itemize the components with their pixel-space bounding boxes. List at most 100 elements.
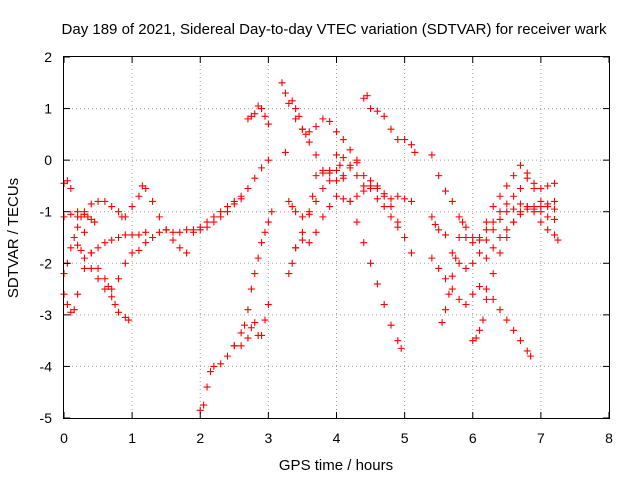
x-tick-label: 2 — [196, 430, 204, 446]
data-point — [261, 316, 269, 324]
data-point — [155, 213, 163, 221]
data-point — [298, 213, 306, 221]
data-point — [101, 197, 109, 205]
data-point — [476, 282, 484, 290]
data-point — [241, 321, 249, 329]
data-point — [380, 203, 388, 211]
data-point — [217, 360, 225, 368]
data-point — [516, 200, 524, 208]
data-point — [115, 308, 122, 316]
data-point — [135, 192, 143, 200]
x-tick-label: 1 — [128, 430, 136, 446]
data-point — [261, 112, 269, 120]
data-point — [503, 316, 511, 324]
data-point — [312, 197, 320, 205]
data-point — [149, 197, 157, 205]
data-point — [516, 161, 524, 169]
data-point — [210, 213, 218, 221]
data-point — [394, 136, 402, 144]
data-point — [373, 195, 381, 203]
data-point — [387, 213, 395, 221]
data-point — [67, 185, 75, 193]
data-point — [80, 254, 88, 262]
x-tick-label: 0 — [60, 430, 68, 446]
x-tick-label: 3 — [264, 430, 272, 446]
data-point — [336, 161, 344, 169]
data-point — [333, 128, 340, 136]
data-point — [305, 128, 313, 136]
scatter-series — [285, 177, 415, 278]
data-point — [258, 164, 266, 172]
data-point — [455, 213, 463, 221]
data-point — [251, 319, 259, 327]
data-point — [128, 231, 136, 239]
data-point — [442, 306, 449, 314]
data-point — [74, 208, 82, 216]
data-point — [111, 301, 119, 309]
scatter-series — [428, 197, 558, 272]
data-point — [162, 226, 170, 234]
data-point — [516, 337, 524, 345]
data-point — [476, 326, 484, 334]
data-point — [292, 115, 300, 123]
data-point — [510, 205, 518, 213]
data-point — [74, 223, 82, 231]
data-point — [537, 185, 545, 193]
data-point — [268, 208, 276, 216]
data-point — [380, 301, 388, 309]
y-tick-label: -4 — [40, 358, 53, 374]
data-point — [452, 254, 460, 262]
data-point — [230, 197, 238, 205]
data-point — [551, 215, 558, 223]
data-point — [496, 215, 504, 223]
data-point — [230, 342, 238, 350]
data-point — [251, 110, 259, 118]
data-point — [210, 362, 218, 370]
data-point — [367, 177, 375, 185]
data-point — [489, 226, 497, 234]
grid — [64, 57, 609, 418]
data-point — [189, 226, 197, 234]
data-point — [530, 179, 538, 187]
data-point — [288, 203, 296, 211]
data-point — [305, 210, 313, 218]
data-point — [482, 226, 490, 234]
y-tick-label: 2 — [44, 49, 52, 65]
data-point — [523, 347, 531, 355]
data-point — [459, 218, 467, 226]
data-point — [551, 197, 558, 205]
data-point — [489, 295, 497, 303]
data-point — [445, 290, 453, 298]
scatter-series — [74, 241, 133, 324]
data-point — [258, 105, 266, 113]
data-point — [394, 337, 402, 345]
data-point — [261, 228, 269, 236]
data-point — [326, 203, 334, 211]
data-point — [387, 321, 395, 329]
data-point — [428, 254, 436, 262]
data-point — [387, 203, 395, 211]
data-point — [346, 146, 354, 154]
data-point — [435, 172, 443, 180]
scatter-series — [60, 156, 272, 257]
data-point — [108, 236, 116, 244]
data-point — [108, 293, 116, 301]
data-point — [80, 264, 88, 272]
data-point — [237, 195, 245, 203]
data-point — [496, 192, 504, 200]
data-point — [503, 234, 511, 241]
scatter-series — [196, 301, 272, 414]
x-tick-label: 6 — [469, 430, 477, 446]
data-point — [397, 344, 405, 352]
data-point — [462, 264, 470, 272]
data-point — [476, 249, 484, 257]
data-point — [469, 290, 477, 298]
y-tick-label: -3 — [40, 307, 53, 323]
data-point — [200, 401, 208, 409]
data-point — [442, 187, 449, 195]
scatter-series — [360, 92, 419, 156]
data-point — [108, 285, 116, 293]
data-point — [387, 125, 395, 133]
chart-title: Day 189 of 2021, Sidereal Day-to-day VTE… — [62, 21, 607, 38]
